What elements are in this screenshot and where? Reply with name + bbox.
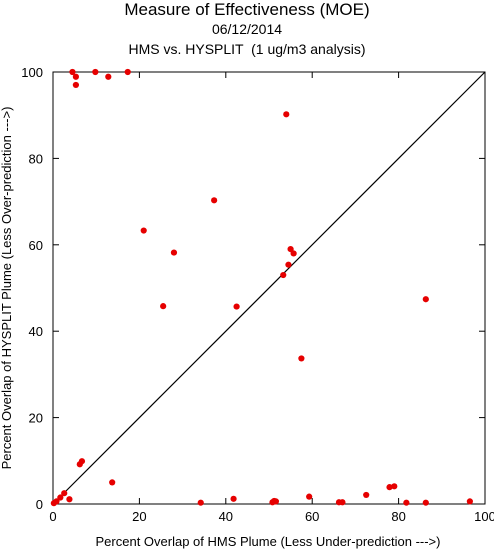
data-point	[69, 68, 76, 76]
data-point	[285, 261, 292, 268]
data-point	[170, 249, 178, 256]
data-point	[92, 68, 99, 76]
x-tick-label: 60	[305, 509, 319, 524]
data-point	[109, 479, 116, 486]
x-tick-label: 80	[391, 509, 405, 524]
data-point	[391, 483, 398, 490]
x-tick-label: 100	[474, 509, 494, 524]
y-tick-label: 0	[36, 497, 43, 512]
data-point	[287, 246, 294, 253]
diagonal-reference-line	[52, 71, 486, 505]
data-point	[72, 73, 79, 80]
data-point	[283, 111, 290, 118]
chart-date: 06/12/2014	[211, 21, 283, 37]
data-point	[422, 296, 429, 303]
y-tick-label: 80	[29, 151, 43, 166]
data-point	[72, 81, 79, 89]
data-point	[124, 68, 131, 76]
y-tick-label: 40	[29, 324, 43, 339]
x-tick-label: 0	[49, 509, 56, 524]
data-point	[363, 491, 370, 499]
data-point	[76, 461, 83, 468]
data-point	[233, 303, 240, 310]
data-point	[160, 303, 167, 310]
data-point	[306, 493, 313, 500]
chart-subtitle: HMS vs. HYSPLIT (1 ug/m3 analysis)	[128, 41, 366, 57]
data-point	[298, 355, 305, 362]
data-point	[105, 73, 112, 80]
data-point	[280, 271, 287, 279]
data-point	[386, 484, 393, 491]
data-point	[422, 499, 429, 506]
data-point	[50, 500, 57, 507]
data-point	[403, 499, 410, 506]
x-axis-label: Percent Overlap of HMS Plume (Less Under…	[96, 534, 441, 549]
data-point	[197, 499, 204, 506]
data-point	[339, 499, 346, 506]
data-point	[272, 498, 280, 505]
data-point	[211, 197, 218, 204]
y-axis-label: Percent Overlap of HYSPLIT Plume (Less O…	[0, 107, 14, 470]
data-point	[290, 250, 297, 257]
y-tick-label: 100	[21, 65, 43, 80]
data-point	[466, 498, 473, 505]
data-point	[230, 495, 237, 502]
plot-frame	[52, 71, 486, 505]
x-tick-label: 20	[132, 509, 146, 524]
data-point	[66, 496, 73, 503]
y-tick-label: 20	[29, 411, 43, 426]
data-point	[61, 490, 68, 497]
y-tick-label: 60	[29, 238, 43, 253]
data-point	[57, 494, 64, 501]
x-tick-label: 40	[219, 509, 233, 524]
chart-title: Measure of Effectiveness (MOE)	[124, 0, 370, 19]
data-point	[140, 227, 147, 234]
